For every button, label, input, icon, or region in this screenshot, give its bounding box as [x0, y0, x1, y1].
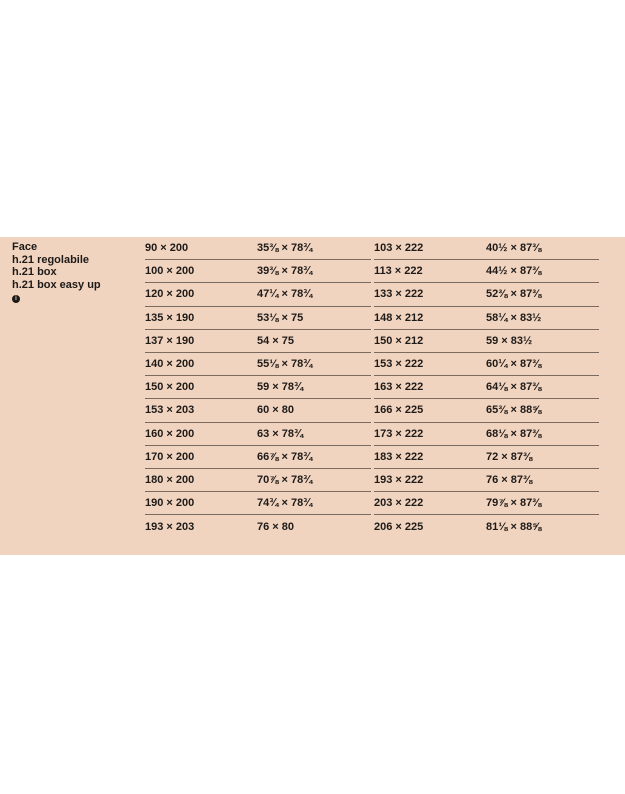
size-cm: 160 × 200: [145, 427, 195, 440]
table-row: 137 × 190 54 × 75: [145, 330, 371, 353]
size-cm: 135 × 190: [145, 311, 195, 324]
size-inch: 60 × 80: [257, 404, 295, 417]
size-inch: 44½ × 87⅜: [486, 265, 542, 278]
size-inch: 66⅞ × 78¾: [257, 450, 313, 463]
size-inch: 35⅜ × 78¾: [257, 242, 313, 255]
table-row: 90 × 200 35⅜ × 78¾: [145, 237, 371, 261]
size-inch: 40½ × 87⅜: [486, 242, 542, 255]
size-cm: 183 × 222: [374, 450, 424, 463]
table-row: 153 × 222 60¼ × 87⅜: [374, 353, 599, 377]
size-cm: 140 × 200: [145, 358, 195, 371]
size-inch: 72 × 87⅜: [486, 450, 533, 463]
size-cm: 170 × 200: [145, 450, 195, 463]
table-row: 206 × 225 81⅛ × 88⅝: [374, 515, 599, 538]
table-row: 193 × 222 76 × 87⅜: [374, 469, 599, 493]
table-row: 183 × 222 72 × 87⅜: [374, 446, 599, 469]
size-inch: 59 × 78¾: [257, 381, 304, 394]
table-row: 113 × 222 44½ × 87⅜: [374, 260, 599, 284]
table-row: 173 × 222 68⅛ × 87⅜: [374, 423, 599, 446]
label-line: h.21 box: [12, 266, 57, 278]
size-inch: 74¾ × 78¾: [257, 497, 313, 510]
size-inch: 58¼ × 83½: [486, 311, 542, 324]
size-inch: 65⅜ × 88⅝: [486, 404, 542, 417]
size-inch: 63 × 78¾: [257, 427, 304, 440]
size-inch: 76 × 80: [257, 520, 295, 533]
size-cm: 153 × 203: [145, 404, 195, 417]
table-row: 166 × 225 65⅜ × 88⅝: [374, 399, 599, 423]
size-table-panel: Face h.21 regolabile h.21 box h.21 box e…: [0, 237, 625, 555]
size-inch: 60¼ × 87⅜: [486, 358, 542, 371]
table-row: 148 × 212 58¼ × 83½: [374, 307, 599, 330]
size-cm: 133 × 222: [374, 288, 424, 301]
table-row: 120 × 200 47¼ × 78¾: [145, 283, 371, 307]
size-cm: 190 × 200: [145, 497, 195, 510]
size-cm: 163 × 222: [374, 381, 424, 394]
size-inch: 54 × 75: [257, 334, 295, 347]
size-inch: 79⅞ × 87⅜: [486, 497, 542, 510]
table-row: 170 × 200 66⅞ × 78¾: [145, 446, 371, 469]
size-cm: 203 × 222: [374, 497, 424, 510]
size-inch: 64⅛ × 87⅜: [486, 381, 542, 394]
info-icon: i: [12, 295, 20, 303]
size-inch: 53⅛ × 75: [257, 311, 304, 324]
table-row: 133 × 222 52⅜ × 87⅜: [374, 283, 599, 307]
size-inch: 81⅛ × 88⅝: [486, 520, 542, 533]
size-inch: 55⅛ × 78¾: [257, 358, 313, 371]
size-cm: 193 × 222: [374, 473, 424, 486]
size-inch: 52⅜ × 87⅜: [486, 288, 542, 301]
size-cm: 150 × 200: [145, 381, 195, 394]
size-cm: 148 × 212: [374, 311, 424, 324]
size-cm: 120 × 200: [145, 288, 195, 301]
label-line: h.21 box easy up: [12, 278, 101, 291]
size-cm: 113 × 222: [374, 265, 423, 278]
size-cm: 206 × 225: [374, 520, 424, 533]
table-row: 203 × 222 79⅞ × 87⅜: [374, 492, 599, 516]
size-inch: 68⅛ × 87⅜: [486, 427, 542, 440]
size-cm: 153 × 222: [374, 358, 424, 371]
label-line: h.21 regolabile: [12, 253, 90, 266]
size-cm: 100 × 200: [145, 265, 195, 278]
product-label: Face h.21 regolabile h.21 box h.21 box e…: [12, 241, 101, 304]
size-cm: 90 × 200: [145, 242, 189, 255]
label-line: Face: [12, 241, 38, 253]
table-row: 190 × 200 74¾ × 78¾: [145, 492, 371, 516]
size-inch: 39⅜ × 78¾: [257, 265, 313, 278]
table-row: 135 × 190 53⅛ × 75: [145, 307, 371, 330]
size-cm: 180 × 200: [145, 473, 195, 486]
size-cm: 137 × 190: [145, 334, 195, 347]
table-row: 160 × 200 63 × 78¾: [145, 423, 371, 446]
size-table-left: 90 × 200 35⅜ × 78¾ 100 × 200 39⅜ × 78¾ 120 ×…: [145, 237, 371, 538]
table-row: 150 × 200 59 × 78¾: [145, 376, 371, 400]
size-inch: 76 × 87⅜: [486, 473, 533, 486]
size-inch: 47¼ × 78¾: [257, 288, 313, 301]
table-row: 163 × 222 64⅛ × 87⅜: [374, 376, 599, 400]
table-row: 180 × 200 70⅞ × 78¾: [145, 469, 371, 493]
size-inch: 70⅞ × 78¾: [257, 473, 313, 486]
size-cm: 103 × 222: [374, 242, 424, 255]
size-cm: 166 × 225: [374, 404, 424, 417]
table-row: 153 × 203 60 × 80: [145, 399, 371, 423]
size-cm: 193 × 203: [145, 520, 195, 533]
table-row: 193 × 203 76 × 80: [145, 515, 371, 538]
size-inch: 59 × 83½: [486, 334, 533, 347]
table-row: 103 × 222 40½ × 87⅜: [374, 237, 599, 261]
table-row: 140 × 200 55⅛ × 78¾: [145, 353, 371, 377]
size-cm: 150 × 212: [374, 334, 424, 347]
size-cm: 173 × 222: [374, 427, 424, 440]
table-row: 100 × 200 39⅜ × 78¾: [145, 260, 371, 284]
size-table-right: 103 × 222 40½ × 87⅜ 113 × 222 44½ × 87⅜ 133 …: [374, 237, 599, 538]
table-row: 150 × 212 59 × 83½: [374, 330, 599, 353]
